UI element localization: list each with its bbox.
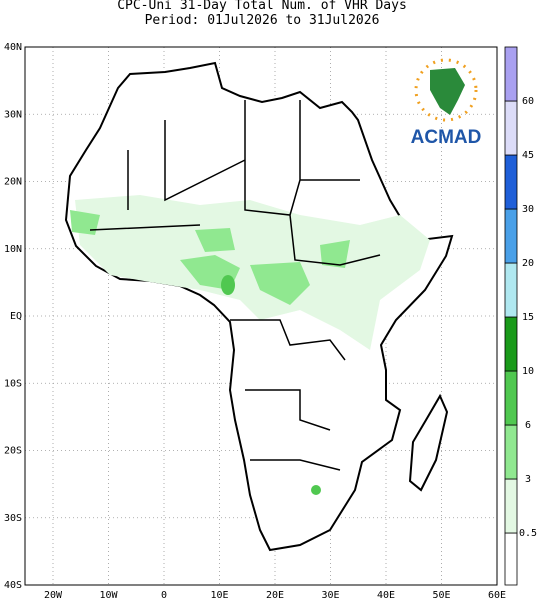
logo: ACMAD [411, 58, 482, 148]
logo-rays [414, 58, 478, 122]
colorbar-label: 3 [525, 474, 531, 485]
lat-label: 20N [4, 177, 22, 188]
map-title: CPC-Uni 31-Day Total Num. of VHR Days [117, 0, 407, 13]
lat-label: 20S [4, 446, 22, 457]
patch [320, 240, 350, 268]
colorbar-label: 0.5 [519, 528, 537, 539]
lon-label: 20E [266, 590, 284, 600]
colorbar-segment [504, 208, 518, 264]
logo-africa [430, 68, 465, 115]
lat-label: 40N [4, 42, 22, 53]
colorbar-segment [504, 100, 518, 156]
lat-label: 30S [4, 513, 22, 524]
patch [311, 485, 321, 495]
colorbar-segment [504, 154, 518, 210]
lat-label: 10N [4, 244, 22, 255]
lon-label: 20W [44, 590, 63, 600]
country-borders [89, 100, 381, 471]
colorbar-segment [504, 370, 518, 426]
precip-high [221, 275, 321, 495]
colorbar-label: 45 [522, 150, 534, 161]
colorbar-segment [504, 262, 518, 318]
colorbar-label: 10 [522, 366, 534, 377]
axis-labels: 40N 30N 20N 10N EQ 10S 20S 30S 40S 20W 10W 0 10E 20E 3… [4, 42, 506, 601]
lat-label: 10S [4, 378, 22, 389]
lon-label: 50E [432, 590, 450, 600]
lon-label: 0 [161, 590, 167, 600]
colorbar-segment [504, 532, 518, 586]
colorbar-label: 15 [522, 312, 534, 323]
map-frame [24, 46, 498, 586]
lon-label: 30E [321, 590, 339, 600]
colorbar-label: 6 [525, 420, 531, 431]
lat-label: 40S [4, 580, 22, 591]
patch [70, 210, 100, 235]
patch [195, 228, 235, 252]
logo-text: ACMAD [411, 127, 482, 148]
map-subtitle: Period: 01Jul2026 to 31Jul2026 [145, 13, 380, 28]
lon-label: 60E [488, 590, 506, 600]
colorbar-label: 60 [522, 96, 534, 107]
patch [250, 262, 310, 305]
colorbar-segment [504, 316, 518, 372]
colorbar-segment [504, 478, 518, 534]
patch [221, 275, 235, 295]
lon-label: 10W [99, 590, 118, 600]
sahel-band [75, 195, 430, 350]
colorbar-segment [504, 46, 518, 102]
colorbar: 0.5 3 6 10 15 20 30 45 60 [504, 46, 537, 586]
lat-label: 30N [4, 109, 22, 120]
lat-label: EQ [10, 311, 22, 322]
lon-label: 40E [377, 590, 395, 600]
colorbar-segment [504, 424, 518, 480]
precip-light [75, 195, 430, 350]
lon-label: 10E [210, 590, 228, 600]
colorbar-label: 30 [522, 204, 534, 215]
colorbar-label: 20 [522, 258, 534, 269]
africa [64, 61, 454, 552]
madagascar [408, 393, 449, 492]
